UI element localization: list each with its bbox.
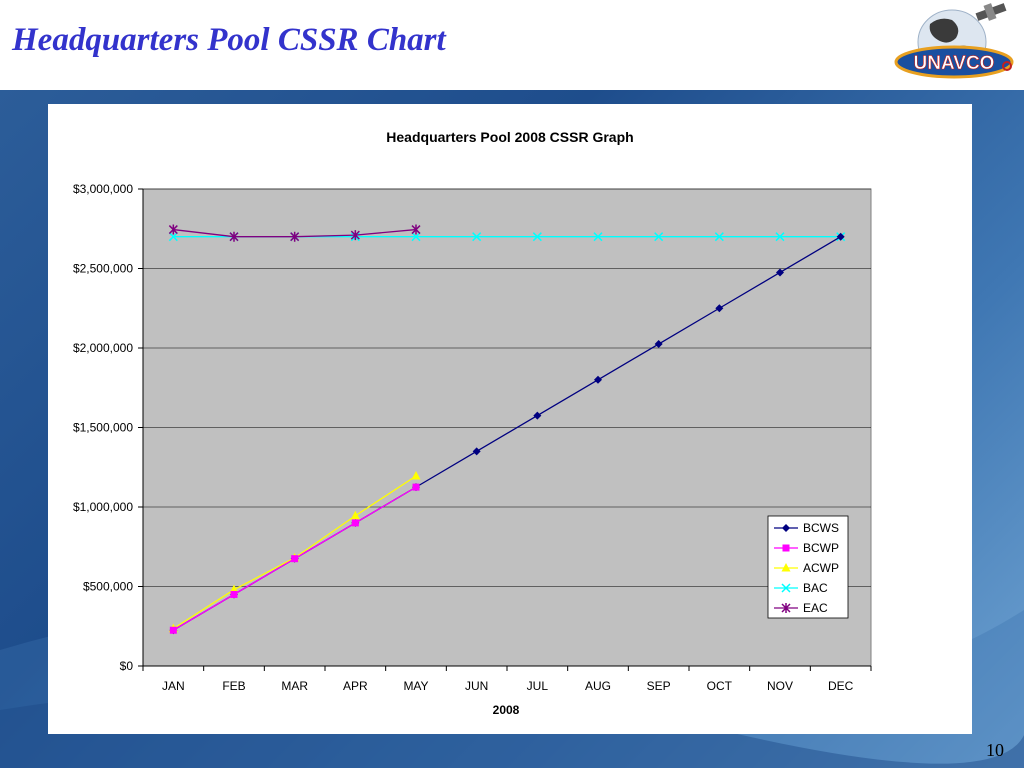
data-point-bcwp <box>169 626 177 634</box>
x-tick-label: DEC <box>828 679 854 693</box>
legend-box <box>767 515 849 619</box>
data-point-bcwp <box>412 483 420 491</box>
legend-label-bcwp: BCWP <box>803 541 839 555</box>
y-tick-label: $500,000 <box>83 580 133 594</box>
y-tick-label: $0 <box>120 659 134 673</box>
data-point-bcwp <box>291 555 299 563</box>
y-tick-label: $1,000,000 <box>73 500 133 514</box>
x-tick-label: AUG <box>585 679 611 693</box>
unavco-logo: UNAVCO <box>894 3 1014 79</box>
data-point-acwp <box>411 470 421 480</box>
page-number: 10 <box>986 740 1004 760</box>
data-point-bcws <box>776 268 784 277</box>
data-point-bcws <box>836 232 845 241</box>
data-point-bac <box>714 232 724 242</box>
data-point-bcws <box>472 447 481 456</box>
legend-label-bac: BAC <box>803 581 828 595</box>
y-tick-label: $2,000,000 <box>73 341 133 355</box>
x-tick-label: OCT <box>707 679 733 693</box>
data-point-bcwp <box>351 519 359 527</box>
slide-title: Headquarters Pool CSSR Chart <box>12 22 446 58</box>
x-tick-label: MAR <box>281 679 308 693</box>
y-tick-label: $2,500,000 <box>73 262 133 276</box>
logo-text: UNAVCO <box>914 53 995 74</box>
slide-header: Headquarters Pool CSSR Chart UNAVCO <box>0 0 1024 90</box>
y-tick-label: $1,500,000 <box>73 421 133 435</box>
legend-marker-eac <box>781 603 791 613</box>
legend-marker-bac <box>781 583 791 593</box>
legend-label-eac: EAC <box>803 601 828 615</box>
data-point-eac <box>229 231 239 242</box>
chart-title: Headquarters Pool 2008 CSSR Graph <box>386 129 633 145</box>
data-point-bac <box>654 232 664 242</box>
x-tick-label: JUN <box>465 679 488 693</box>
data-point-bac <box>411 232 421 242</box>
x-tick-label: NOV <box>767 679 793 693</box>
data-point-acwp <box>350 510 360 520</box>
data-point-bcws <box>715 304 724 313</box>
data-point-bac <box>775 232 785 242</box>
legend-marker-bcws <box>782 524 790 532</box>
cssr-chart: Headquarters Pool 2008 CSSR Graph $0 $500,… <box>73 129 872 717</box>
data-point-eac <box>411 224 421 235</box>
legend-label-bcws: BCWS <box>803 521 839 535</box>
x-tick-label: APR <box>343 679 368 693</box>
y-tick-label: $3,000,000 <box>73 182 133 196</box>
x-tick-label: JAN <box>162 679 185 693</box>
data-point-eac <box>168 224 178 235</box>
data-point-eac <box>290 231 300 242</box>
x-tick-label: FEB <box>222 679 245 693</box>
data-point-bcws <box>533 411 542 420</box>
legend-label-acwp: ACWP <box>803 561 839 575</box>
x-tick-label: SEP <box>647 679 671 693</box>
data-point-eac <box>350 230 360 241</box>
data-point-bac <box>472 232 482 242</box>
data-point-bcwp <box>230 590 238 598</box>
data-point-bac <box>168 232 178 242</box>
data-point-bac <box>593 232 603 242</box>
legend-marker-bcwp <box>782 544 790 552</box>
x-tick-label: MAY <box>403 679 428 693</box>
chart-panel: Headquarters Pool 2008 CSSR Graph $0 $500,… <box>48 104 972 734</box>
data-point-bac <box>532 232 542 242</box>
data-point-bcws <box>654 340 663 349</box>
x-axis-label: 2008 <box>493 703 520 717</box>
legend-marker-acwp <box>781 563 791 572</box>
data-point-bcws <box>594 375 602 384</box>
x-tick-label: JUL <box>527 679 549 693</box>
